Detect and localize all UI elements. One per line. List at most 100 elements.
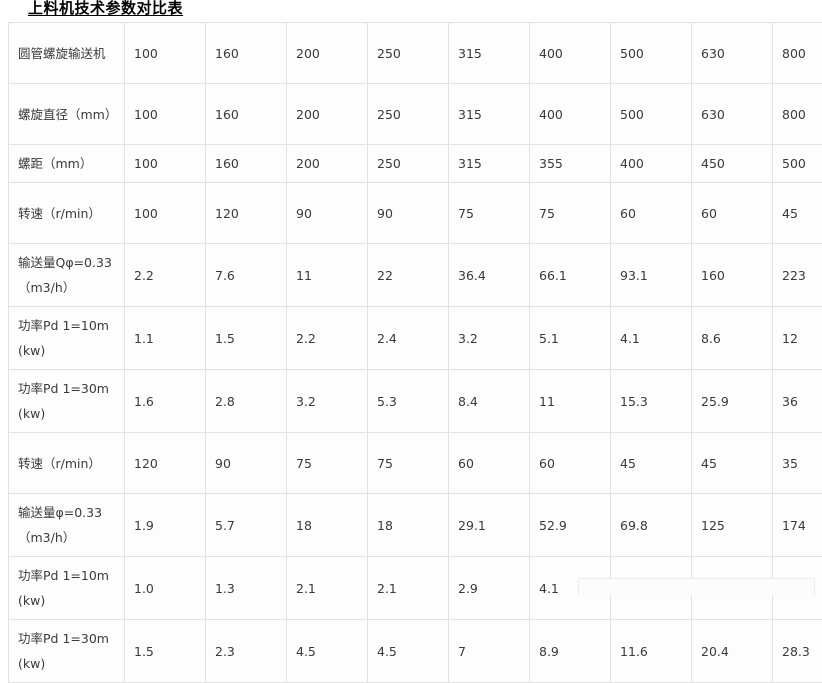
value-cell: 69.8 [611,494,692,557]
value-cell: 11.6 [611,620,692,683]
value-cell: 35 [773,433,822,494]
value-cell: 18 [287,494,368,557]
value-cell: 90 [287,183,368,244]
value-cell: 1.9 [125,494,206,557]
page-title: 上料机技术参数对比表 [28,0,183,17]
value-cell: 250 [368,84,449,145]
value-cell: 160 [206,145,287,183]
value-cell: 90 [206,433,287,494]
value-cell: 630 [692,23,773,84]
value-cell: 45 [611,433,692,494]
value-cell: 500 [611,84,692,145]
value-cell: 60 [530,433,611,494]
value-cell: 315 [449,23,530,84]
value-cell: 7 [449,620,530,683]
value-cell: 45 [773,183,822,244]
value-cell: 5.1 [530,307,611,370]
value-cell: 315 [449,145,530,183]
table-row: 转速（r/min）12090757560604545353020 [9,433,822,494]
value-cell: 2.2 [125,244,206,307]
value-cell: 160 [206,23,287,84]
value-cell: 3.2 [449,307,530,370]
value-cell: 66.1 [530,244,611,307]
value-cell: 800 [773,23,822,84]
value-cell: 100 [125,84,206,145]
value-cell: 29.1 [449,494,530,557]
value-cell: 28.3 [773,620,822,683]
value-cell: 250 [368,23,449,84]
value-cell: 2.1 [287,557,368,620]
table-row: 转速（r/min）100120909075756060453530 [9,183,822,244]
value-cell: 400 [611,145,692,183]
value-cell: 174 [773,494,822,557]
value-cell: 11 [530,370,611,433]
row-label-cell: 功率Pd 1=30m(kw) [9,620,125,683]
value-cell: 120 [206,183,287,244]
row-label-cell: 转速（r/min） [9,183,125,244]
value-cell: 2.3 [206,620,287,683]
value-cell: 200 [287,23,368,84]
value-cell: 93.1 [611,244,692,307]
row-label-cell: 功率Pd 1=30m(kw) [9,370,125,433]
row-label-cell: 转速（r/min） [9,433,125,494]
value-cell: 500 [773,145,822,183]
value-cell: 75 [530,183,611,244]
value-cell: 75 [287,433,368,494]
value-cell: 8.6 [692,307,773,370]
value-cell: 500 [611,23,692,84]
value-cell: 75 [449,183,530,244]
clipped-table-row-artifact [578,578,815,595]
value-cell: 630 [692,84,773,145]
value-cell: 125 [692,494,773,557]
value-cell: 100 [125,145,206,183]
value-cell: 120 [125,433,206,494]
value-cell: 75 [368,433,449,494]
value-cell: 160 [206,84,287,145]
value-cell: 355 [530,145,611,183]
value-cell: 22 [368,244,449,307]
row-label-cell: 功率Pd 1=10m(kw) [9,557,125,620]
value-cell: 18 [368,494,449,557]
value-cell: 2.9 [449,557,530,620]
value-cell: 4.5 [287,620,368,683]
value-cell: 45 [692,433,773,494]
value-cell: 52.9 [530,494,611,557]
value-cell: 223 [773,244,822,307]
value-cell: 12 [773,307,822,370]
value-cell: 800 [773,84,822,145]
value-cell: 2.1 [368,557,449,620]
row-label-cell: 输送量φ=0.33（m3/h） [9,494,125,557]
value-cell: 160 [692,244,773,307]
value-cell: 15.3 [611,370,692,433]
value-cell: 8.4 [449,370,530,433]
value-cell: 20.4 [692,620,773,683]
value-cell: 1.3 [206,557,287,620]
row-label-cell: 螺距（mm） [9,145,125,183]
value-cell: 60 [611,183,692,244]
value-cell: 90 [368,183,449,244]
row-label-cell: 功率Pd 1=10m(kw) [9,307,125,370]
value-cell: 200 [287,84,368,145]
value-cell: 1.0 [125,557,206,620]
row-label-cell: 圆管螺旋输送机 [9,23,125,84]
value-cell: 1.5 [206,307,287,370]
row-label-cell: 输送量Qφ=0.33（m3/h） [9,244,125,307]
value-cell: 5.7 [206,494,287,557]
value-cell: 1.1 [125,307,206,370]
value-cell: 100 [125,183,206,244]
value-cell: 5.3 [368,370,449,433]
value-cell: 100 [125,23,206,84]
value-cell: 36.4 [449,244,530,307]
row-label-cell: 螺旋直径（mm） [9,84,125,145]
table-row: 螺距（mm）100160200250315355400450500560630 [9,145,822,183]
value-cell: 8.9 [530,620,611,683]
value-cell: 2.8 [206,370,287,433]
value-cell: 36 [773,370,822,433]
value-cell: 11 [287,244,368,307]
value-cell: 4.5 [368,620,449,683]
